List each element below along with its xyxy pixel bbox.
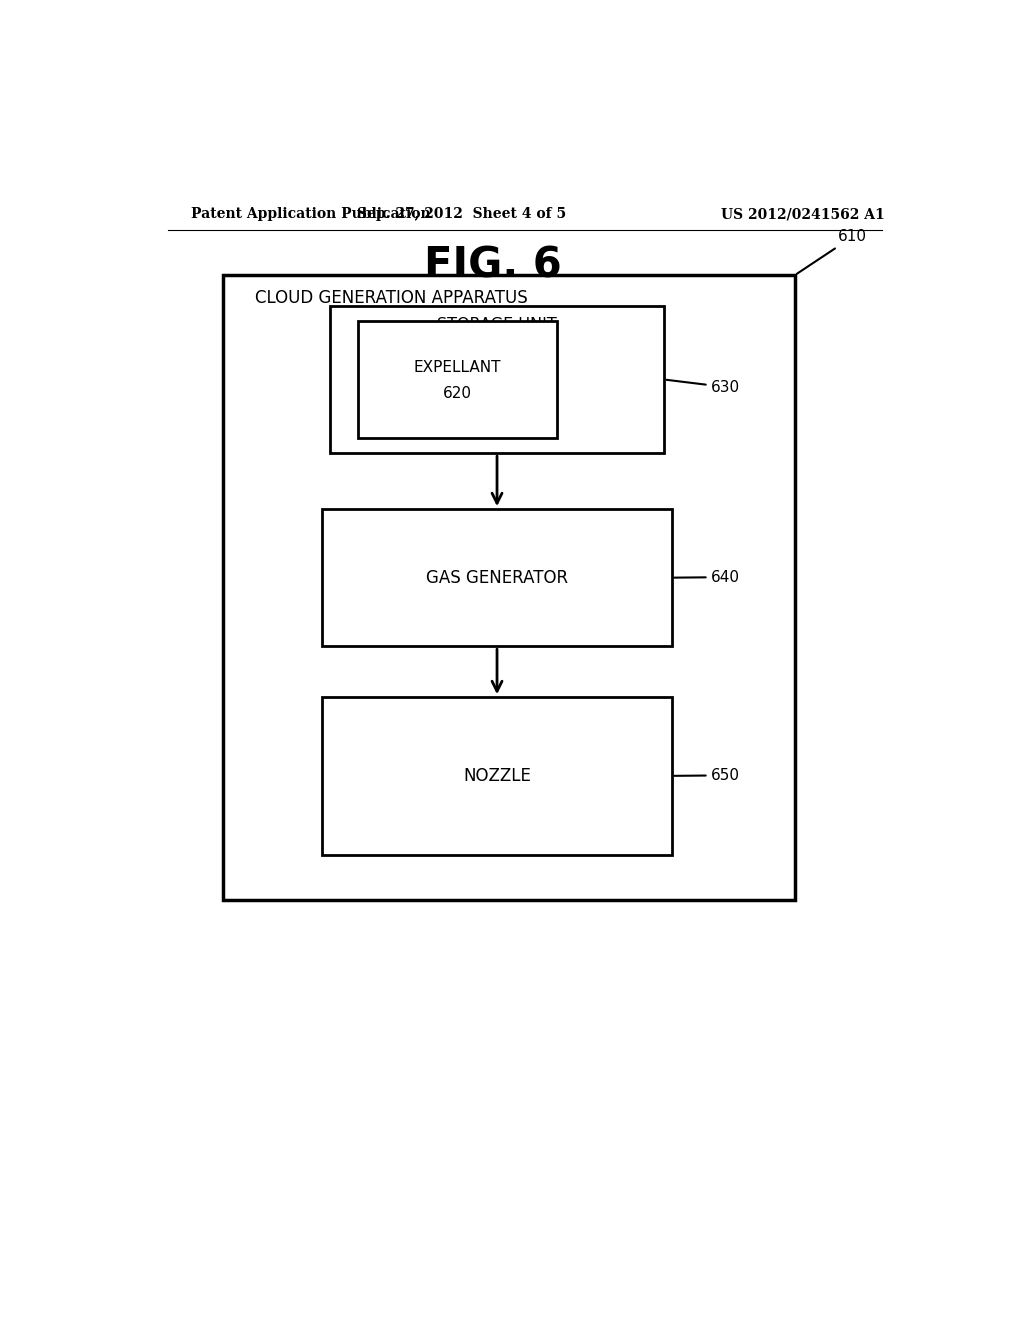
Text: 610: 610 — [797, 230, 867, 273]
Text: Sep. 27, 2012  Sheet 4 of 5: Sep. 27, 2012 Sheet 4 of 5 — [356, 207, 566, 222]
Text: GAS GENERATOR: GAS GENERATOR — [426, 569, 568, 586]
Bar — [358, 321, 557, 438]
Text: 630: 630 — [667, 380, 740, 395]
Text: Patent Application Publication: Patent Application Publication — [191, 207, 431, 222]
Text: NOZZLE: NOZZLE — [463, 767, 531, 785]
Text: 640: 640 — [675, 570, 740, 585]
Text: FIG. 6: FIG. 6 — [424, 244, 562, 286]
Bar — [331, 306, 664, 453]
Text: CLOUD GENERATION APPARATUS: CLOUD GENERATION APPARATUS — [255, 289, 527, 306]
Text: 620: 620 — [442, 387, 472, 401]
Text: STORAGE UNIT: STORAGE UNIT — [437, 317, 557, 331]
Text: US 2012/0241562 A1: US 2012/0241562 A1 — [721, 207, 885, 222]
Bar — [223, 276, 795, 900]
Text: 650: 650 — [675, 768, 740, 783]
Bar — [323, 697, 672, 854]
Text: EXPELLANT: EXPELLANT — [414, 360, 501, 375]
Bar — [323, 510, 672, 647]
